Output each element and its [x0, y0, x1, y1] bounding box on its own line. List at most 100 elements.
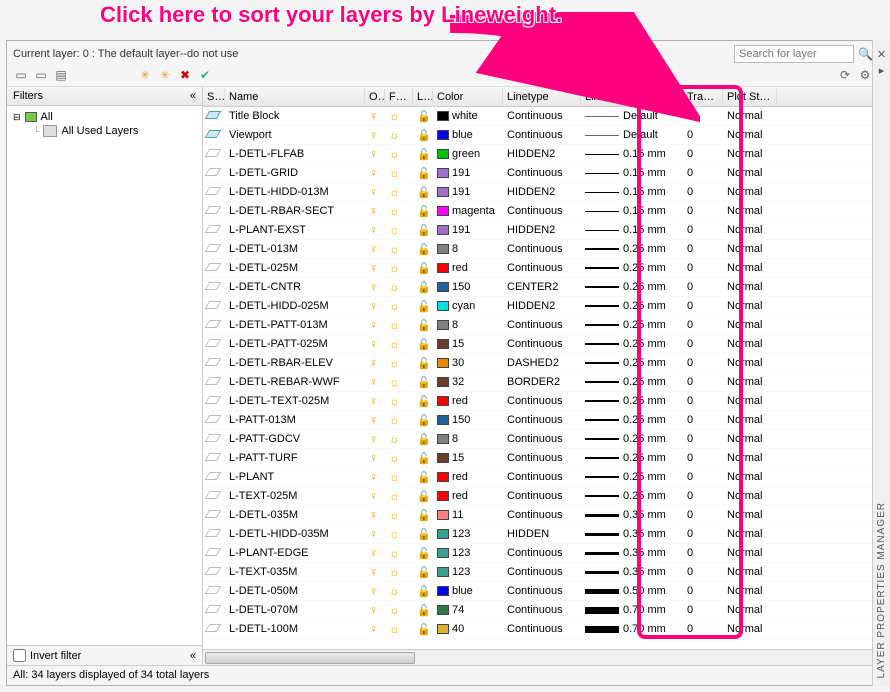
trans-cell[interactable]: 0: [683, 129, 723, 141]
linetype-cell[interactable]: Continuous: [503, 604, 581, 616]
plot-cell[interactable]: Normal: [723, 357, 777, 369]
plot-cell[interactable]: Normal: [723, 205, 777, 217]
lock-icon[interactable]: 🔓: [413, 452, 433, 465]
freeze-icon[interactable]: ☼: [385, 527, 413, 541]
new-layer-icon[interactable]: ✳: [137, 67, 153, 83]
plot-cell[interactable]: Normal: [723, 452, 777, 464]
freeze-icon[interactable]: ☼: [385, 356, 413, 370]
col-color[interactable]: Color: [433, 89, 503, 105]
lock-icon[interactable]: 🔓: [413, 110, 433, 123]
freeze-icon[interactable]: ☼: [385, 109, 413, 123]
layer-row[interactable]: L-DETL-REBAR-WWF♀☼🔓32BORDER20.25 mm0Norm…: [203, 373, 879, 392]
layer-row[interactable]: L-DETL-RBAR-ELEV♀☼🔓30DASHED20.25 mm0Norm…: [203, 354, 879, 373]
layer-row[interactable]: L-DETL-035M♀☼🔓11Continuous0.35 mm0Normal: [203, 506, 879, 525]
lineweight-cell[interactable]: 0.15 mm: [581, 167, 683, 179]
layer-row[interactable]: L-DETL-013M♀☼🔓8Continuous0.25 mm0Normal: [203, 240, 879, 259]
col-plot[interactable]: Plot Style: [723, 89, 777, 105]
lineweight-cell[interactable]: 0.35 mm: [581, 547, 683, 559]
col-linetype[interactable]: Linetype: [503, 89, 581, 105]
layer-row[interactable]: L-DETL-TEXT-025M♀☼🔓redContinuous0.25 mm0…: [203, 392, 879, 411]
on-icon[interactable]: ♀: [365, 375, 385, 389]
linetype-cell[interactable]: Continuous: [503, 110, 581, 122]
on-icon[interactable]: ♀: [365, 337, 385, 351]
linetype-cell[interactable]: Continuous: [503, 167, 581, 179]
invert-filter-checkbox[interactable]: [13, 649, 26, 662]
trans-cell[interactable]: 0: [683, 262, 723, 274]
plot-cell[interactable]: Normal: [723, 414, 777, 426]
trans-cell[interactable]: 0: [683, 623, 723, 635]
lock-icon[interactable]: 🔓: [413, 623, 433, 636]
lock-icon[interactable]: 🔓: [413, 471, 433, 484]
lineweight-cell[interactable]: 0.25 mm: [581, 414, 683, 426]
trans-cell[interactable]: 0: [683, 167, 723, 179]
search-input[interactable]: [734, 45, 854, 63]
layer-row[interactable]: L-DETL-025M♀☼🔓redContinuous0.25 mm0Norma…: [203, 259, 879, 278]
plot-cell[interactable]: Normal: [723, 300, 777, 312]
lock-icon[interactable]: 🔓: [413, 205, 433, 218]
color-cell[interactable]: green: [433, 148, 503, 160]
lineweight-cell[interactable]: 0.35 mm: [581, 566, 683, 578]
linetype-cell[interactable]: CENTER2: [503, 281, 581, 293]
color-cell[interactable]: 11: [433, 509, 503, 521]
on-icon[interactable]: ♀: [365, 166, 385, 180]
plot-cell[interactable]: Normal: [723, 433, 777, 445]
plot-cell[interactable]: Normal: [723, 224, 777, 236]
plot-cell[interactable]: Normal: [723, 395, 777, 407]
color-cell[interactable]: 191: [433, 167, 503, 179]
plot-cell[interactable]: Normal: [723, 509, 777, 521]
freeze-icon[interactable]: ☼: [385, 432, 413, 446]
search-icon[interactable]: 🔍: [858, 47, 873, 61]
linetype-cell[interactable]: HIDDEN2: [503, 300, 581, 312]
layer-states-icon[interactable]: ▤: [53, 67, 69, 83]
col-on[interactable]: O...: [365, 89, 385, 105]
lock-icon[interactable]: 🔓: [413, 566, 433, 579]
trans-cell[interactable]: 0: [683, 376, 723, 388]
freeze-icon[interactable]: ☼: [385, 128, 413, 142]
lock-icon[interactable]: 🔓: [413, 224, 433, 237]
lineweight-cell[interactable]: 0.25 mm: [581, 281, 683, 293]
layer-row[interactable]: L-PLANT-EDGE♀☼🔓123Continuous0.35 mm0Norm…: [203, 544, 879, 563]
plot-cell[interactable]: Normal: [723, 110, 777, 122]
col-trans[interactable]: Tran...: [683, 89, 723, 105]
linetype-cell[interactable]: Continuous: [503, 129, 581, 141]
layer-row[interactable]: Title Block♀☼🔓whiteContinuousDefault0Nor…: [203, 107, 879, 126]
trans-cell[interactable]: 0: [683, 547, 723, 559]
layer-row[interactable]: L-DETL-RBAR-SECT♀☼🔓magentaContinuous0.15…: [203, 202, 879, 221]
lock-icon[interactable]: 🔓: [413, 509, 433, 522]
color-cell[interactable]: 15: [433, 338, 503, 350]
linetype-cell[interactable]: Continuous: [503, 319, 581, 331]
color-cell[interactable]: red: [433, 490, 503, 502]
lineweight-cell[interactable]: 0.25 mm: [581, 452, 683, 464]
lock-icon[interactable]: 🔓: [413, 167, 433, 180]
col-status[interactable]: S...: [203, 89, 225, 105]
linetype-cell[interactable]: Continuous: [503, 338, 581, 350]
color-cell[interactable]: 15: [433, 452, 503, 464]
freeze-icon[interactable]: ☼: [385, 223, 413, 237]
lock-icon[interactable]: 🔓: [413, 129, 433, 142]
color-cell[interactable]: blue: [433, 585, 503, 597]
layer-row[interactable]: L-PLANT♀☼🔓redContinuous0.25 mm0Normal: [203, 468, 879, 487]
lineweight-cell[interactable]: 0.25 mm: [581, 243, 683, 255]
linetype-cell[interactable]: Continuous: [503, 547, 581, 559]
freeze-icon[interactable]: ☼: [385, 337, 413, 351]
linetype-cell[interactable]: HIDDEN: [503, 528, 581, 540]
trans-cell[interactable]: 0: [683, 224, 723, 236]
lock-icon[interactable]: 🔓: [413, 262, 433, 275]
linetype-cell[interactable]: HIDDEN2: [503, 148, 581, 160]
lineweight-cell[interactable]: 0.70 mm: [581, 623, 683, 635]
new-group-filter-icon[interactable]: ▭: [33, 67, 49, 83]
trans-cell[interactable]: 0: [683, 110, 723, 122]
layer-row[interactable]: L-TEXT-025M♀☼🔓redContinuous0.25 mm0Norma…: [203, 487, 879, 506]
layer-row[interactable]: L-DETL-GRID♀☼🔓191Continuous0.15 mm0Norma…: [203, 164, 879, 183]
layer-row[interactable]: L-PATT-013M♀☼🔓150Continuous0.25 mm0Norma…: [203, 411, 879, 430]
color-cell[interactable]: 32: [433, 376, 503, 388]
plot-cell[interactable]: Normal: [723, 566, 777, 578]
lineweight-cell[interactable]: 0.25 mm: [581, 395, 683, 407]
linetype-cell[interactable]: HIDDEN2: [503, 224, 581, 236]
lineweight-cell[interactable]: 0.50 mm: [581, 585, 683, 597]
lineweight-cell[interactable]: 0.15 mm: [581, 186, 683, 198]
color-cell[interactable]: 150: [433, 414, 503, 426]
plot-cell[interactable]: Normal: [723, 604, 777, 616]
on-icon[interactable]: ♀: [365, 185, 385, 199]
delete-layer-icon[interactable]: ✖: [177, 67, 193, 83]
